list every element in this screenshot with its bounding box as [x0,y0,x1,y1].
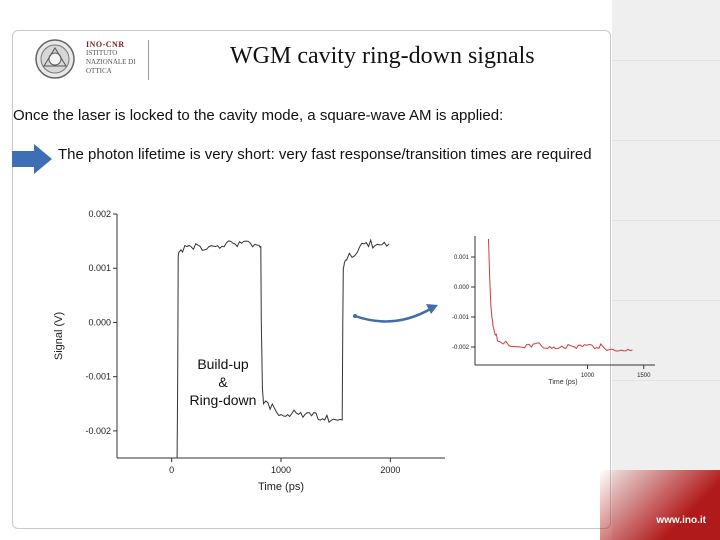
annotation-line: Ring-down [189,392,257,408]
logo-line: INO-CNR [86,40,125,49]
logo-line: OTTICA [86,67,112,75]
x-tick-label: 2000 [380,465,400,475]
bullet-text: The photon lifetime is very short: very … [58,146,592,163]
inset-signal-line [488,238,633,352]
site-url: www.ino.it [656,515,706,526]
y-tick-label: 0.000 [454,285,470,291]
curved-connector-arrow [353,304,438,323]
content-frame [12,30,611,529]
y-tick-label: 0.001 [88,263,111,273]
inset-x-axis-label: Time (ps) [548,379,577,386]
y-tick-label: 0.000 [88,317,111,327]
annotation-line: & [218,374,228,390]
x-tick-label: 1500 [637,373,651,379]
build-up-ring-down-annotation: Build-up & Ring-down [178,355,268,409]
y-tick-label: 0.001 [454,255,470,261]
y-tick-label: -0.001 [452,315,470,321]
slide-title: WGM cavity ring-down signals [230,43,535,69]
logo-wordmark: INO-CNR ISTITUTO NAZIONALE DI OTTICA [86,40,136,76]
x-tick-label: 1000 [271,465,291,475]
x-tick-label: 1000 [581,373,595,379]
inset-chart-axes [474,236,655,366]
main-signal-line [176,238,390,459]
y-tick-label: -0.001 [85,372,111,382]
main-chart-ticks: 0 1000 2000 0.002 0.001 0.000 -0.001 -0.002 [85,209,400,475]
x-tick-label: 0 [169,465,174,475]
brand-corner-shade [600,470,720,540]
logo-line: NAZIONALE DI [86,58,136,66]
y-tick-label: -0.002 [452,345,470,351]
ino-cnr-logo-icon [35,39,75,79]
intro-text: Once the laser is locked to the cavity m… [13,107,504,124]
main-chart-axes [116,214,445,459]
inset-chart: 1000 1500 0.001 0.000 -0.001 -0.002 Time (ps) [452,236,655,386]
annotation-line: Build-up [197,356,249,372]
right-arrow-icon [12,144,52,174]
main-y-axis-label: Signal (V) [53,312,65,360]
right-decoration-panel [612,0,720,540]
inset-chart-ticks: 1000 1500 0.001 0.000 -0.001 -0.002 [452,255,651,379]
logo-line: ISTITUTO [86,49,118,57]
y-tick-label: 0.002 [88,209,111,219]
main-x-axis-label: Time (ps) [258,481,304,493]
logo-divider [148,40,149,80]
y-tick-label: -0.002 [85,426,111,436]
main-chart: 0 1000 2000 0.002 0.001 0.000 -0.001 -0.002 Tim… [53,209,445,493]
